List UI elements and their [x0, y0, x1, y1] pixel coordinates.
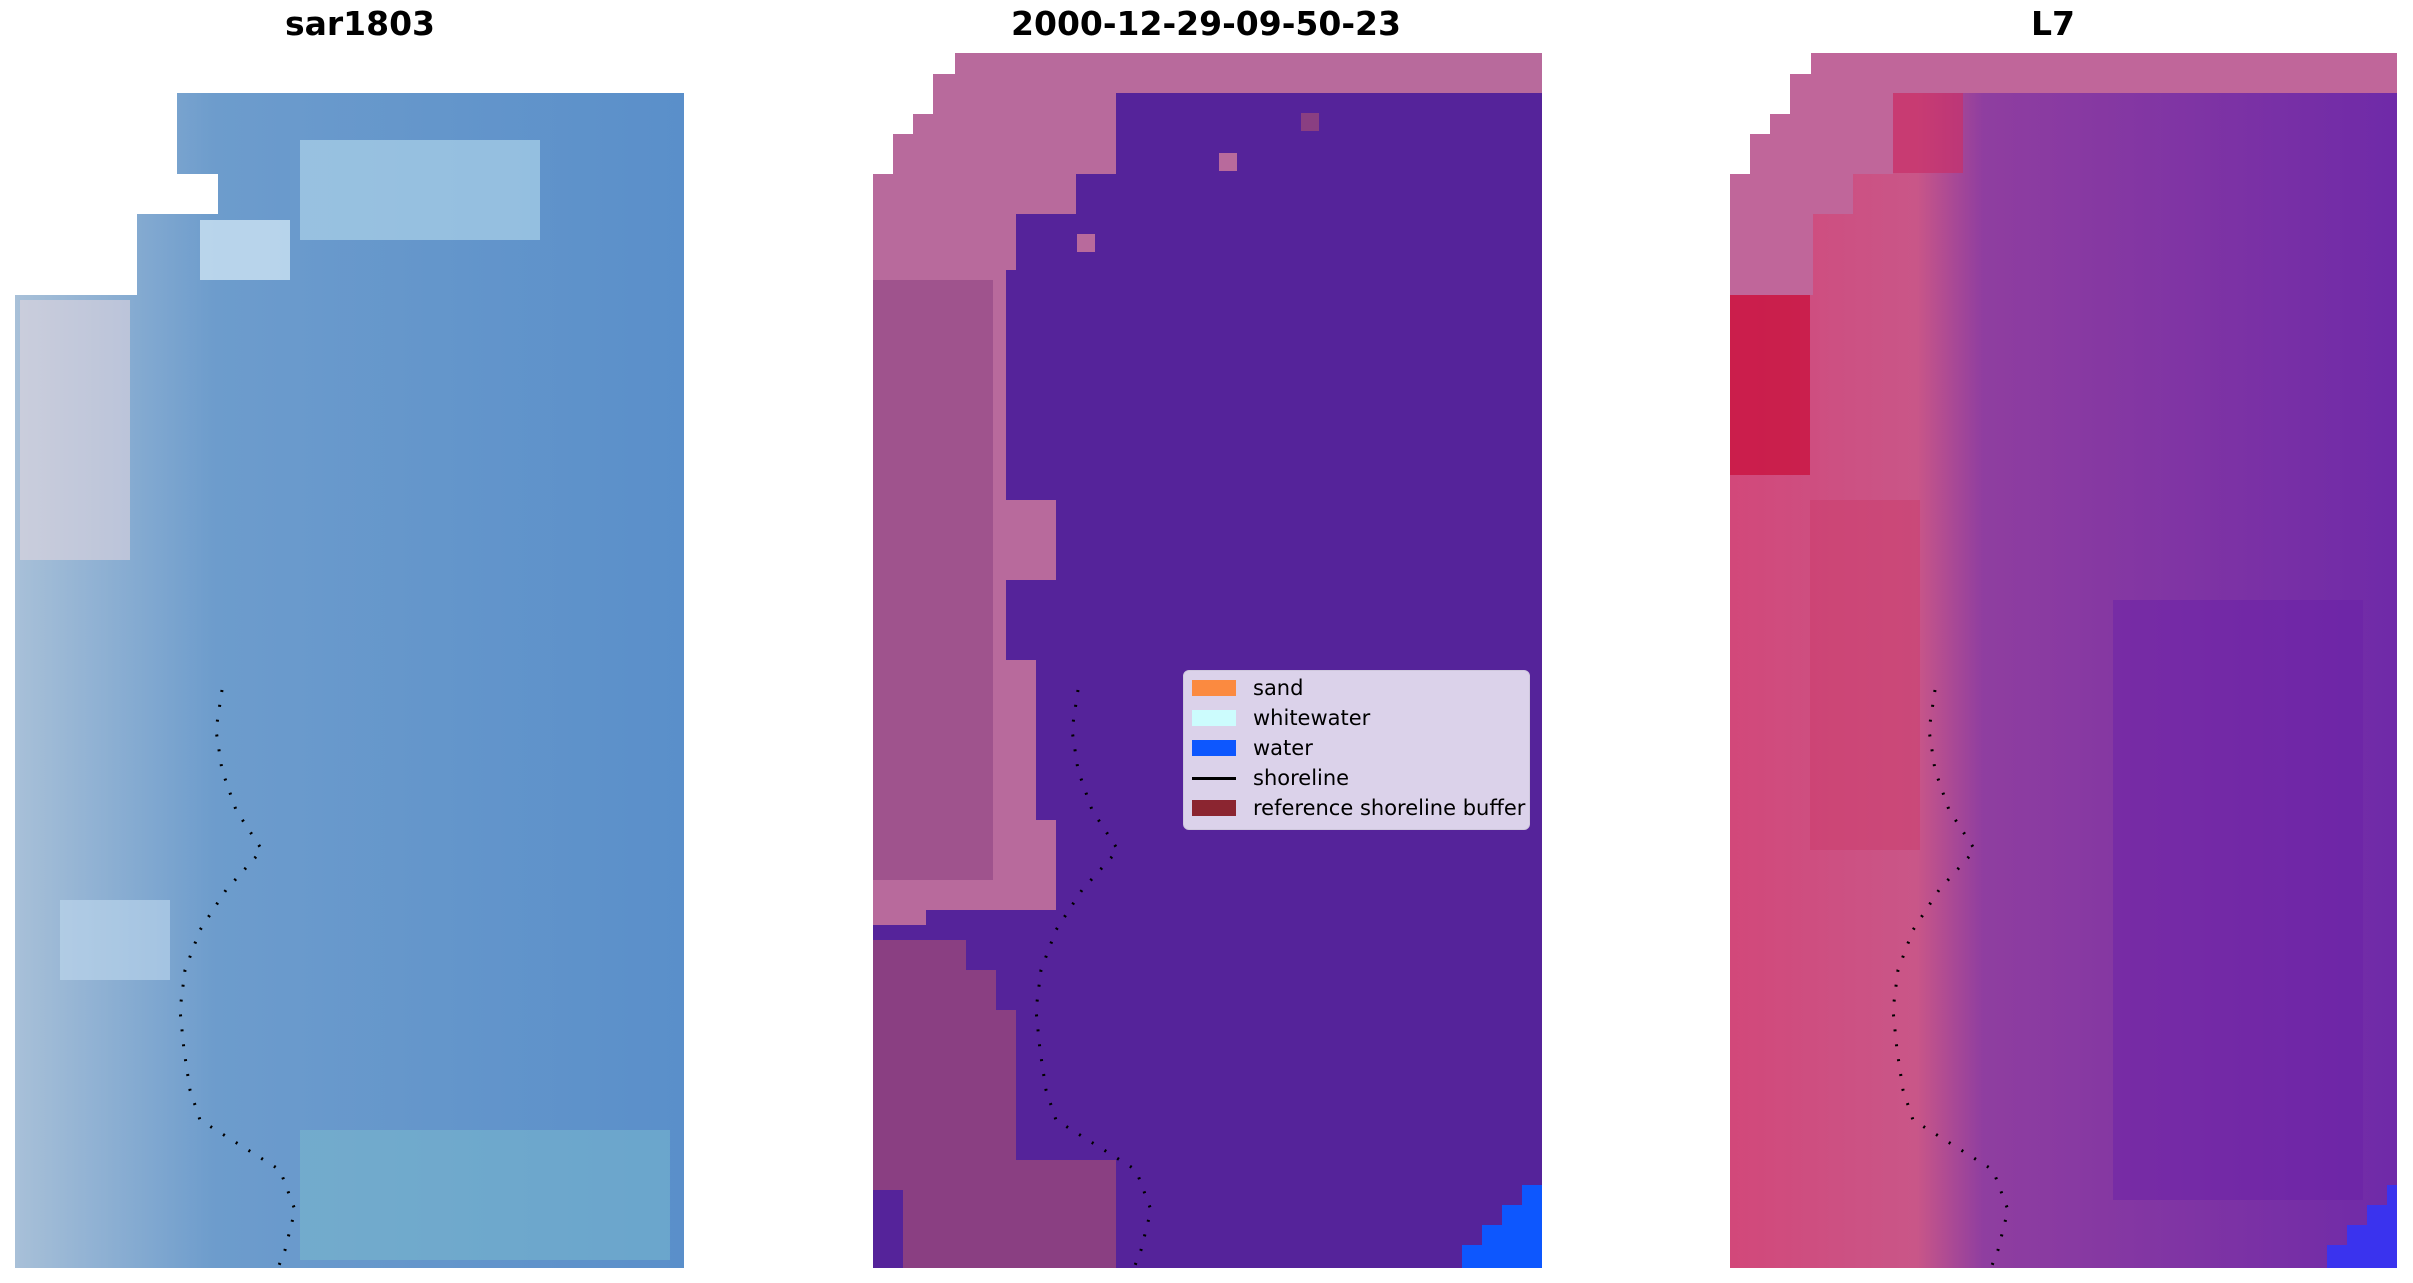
- sand-swatch: [1192, 680, 1236, 696]
- ndwi-image-panel: L7: [1693, 0, 2413, 1283]
- panel-title-ndwi: L7: [2031, 4, 2075, 43]
- rgb-image-panel: sar1803: [0, 0, 720, 1283]
- ndwi-image: [1730, 53, 2397, 1269]
- legend-label-reference-buffer: reference shoreline buffer: [1253, 796, 1526, 820]
- reference-buffer-swatch: [1192, 800, 1236, 816]
- classified-image-panel: 2000-12-29-09-50-23: [846, 0, 1566, 1283]
- rgb-image: [15, 93, 684, 1269]
- legend-label-shoreline: shoreline: [1253, 766, 1350, 790]
- panel-title-classified: 2000-12-29-09-50-23: [1011, 4, 1401, 43]
- ndwi-water-corner: [2327, 1185, 2397, 1268]
- legend-label-sand: sand: [1253, 676, 1304, 700]
- legend-item-reference-buffer: reference shoreline buffer: [1192, 793, 1525, 823]
- water-swatch: [1192, 740, 1236, 756]
- legend-label-water: water: [1253, 736, 1313, 760]
- rgb-image-area: [15, 93, 684, 1268]
- legend: sand whitewater water shoreline referenc…: [1183, 670, 1530, 830]
- shoreline-swatch: [1192, 776, 1236, 780]
- whitewater-swatch: [1192, 710, 1236, 726]
- legend-item-shoreline: shoreline: [1192, 763, 1349, 793]
- legend-item-water: water: [1192, 733, 1313, 763]
- legend-item-whitewater: whitewater: [1192, 703, 1370, 733]
- classified-image-area: [873, 53, 1542, 1268]
- water-class-area: [1462, 1185, 1542, 1268]
- classified-image: [873, 53, 1542, 1269]
- legend-item-sand: sand: [1192, 673, 1303, 703]
- legend-label-whitewater: whitewater: [1253, 706, 1371, 730]
- panel-title-rgb: sar1803: [284, 4, 436, 43]
